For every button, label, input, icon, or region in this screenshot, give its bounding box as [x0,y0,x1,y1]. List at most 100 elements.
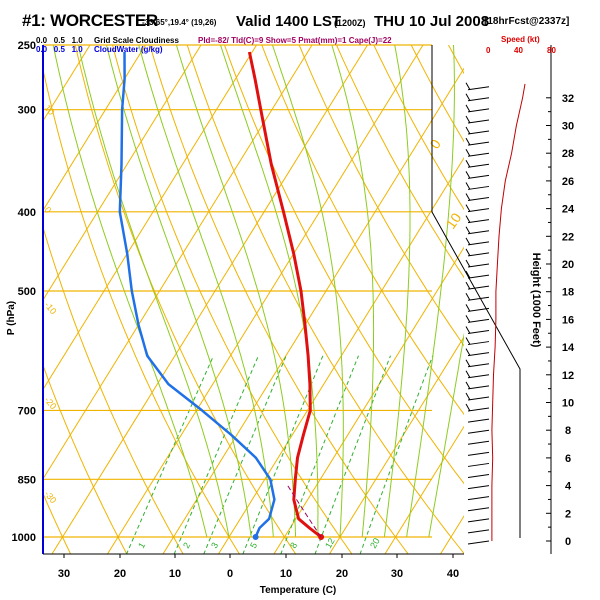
speed-tick-40: 40 [514,46,523,55]
wind-barb [467,540,490,545]
wind-barb [465,193,490,202]
wind-barb [467,485,490,490]
temperature-tick-label: 30 [58,568,70,580]
plot-frame-right [431,45,521,538]
mixing-ratio-label: 3 [209,541,220,550]
height-tick-label: 20 [562,259,574,271]
moist-adiabats [52,45,464,538]
dry-adiabat-line [43,67,241,554]
wind-barb [465,226,490,235]
dry-adiabat-line [111,45,353,554]
temperature-tick-label: 0 [227,568,233,580]
dry-adiabat-line [515,31,600,555]
utc-time: (1200Z) [334,18,366,28]
height-tick-label: 18 [562,287,574,299]
isotherms [43,31,600,555]
dry-adiabat-line [43,364,128,554]
cloudwater-label: CloudWater (g/kg) [94,45,163,54]
height-tick-label: 8 [565,425,571,437]
temperature-tick-label: 30 [391,568,403,580]
isotherm-label: 10 [442,210,464,232]
wind-barb [465,326,490,334]
dry-adiabat-label: -20 [42,395,58,411]
parcel-path [285,483,322,538]
height-tick-label: 26 [562,176,574,188]
moist-adiabat-line [105,45,252,538]
speed-label: Speed (kt) [501,35,540,44]
isotherm-line [43,45,202,301]
wind-panel [465,82,526,545]
moist-adiabat-line [52,45,208,538]
wind-barb [465,381,490,390]
valid-time: Valid 1400 LST [236,13,342,30]
cloud-label: Grid Scale Cloudiness [94,36,179,45]
mixing-ratio-line [359,355,434,554]
wind-barb [465,215,490,224]
temperature-profile [247,51,323,539]
wind-barb [465,359,490,368]
speed-tick-80: 80 [547,46,556,55]
pressure-tick-label: 700 [18,405,36,417]
wind-barb [465,82,490,91]
wind-barb [465,115,490,124]
cloud-scale: 0.0 0.5 1.0 [36,36,83,45]
height-tick-label: 14 [562,342,575,354]
site-coords: -33.65°,19.4° (19,26) [142,18,217,27]
cloudwater-scale: 0.0 0.5 1.0 [36,45,83,54]
wind-barb [465,403,490,412]
mixing-ratio-line [125,355,214,554]
header: #1: WORCESTER [22,11,158,31]
wind-barb [465,337,490,346]
height-tick-label: 4 [565,481,572,493]
height-tick-label: 28 [562,148,574,160]
height-tick-label: 2 [565,508,571,520]
temperature-tick-label: 20 [336,568,348,580]
moist-adiabat-line [383,45,411,538]
temperature-tick-label: 10 [280,568,292,580]
mixing-ratio-label: 8 [288,541,299,550]
dry-adiabat-line [149,45,409,554]
wind-barb [465,104,490,113]
stability-indices: Pld=-82/ Tld(C)=9 Show=5 Pmat(mm)=1 Cape… [198,36,392,45]
wind-barb [465,126,490,135]
height-tick-label: 16 [562,314,574,326]
height-tick-label: 24 [562,204,575,216]
wind-barb [467,440,490,445]
wind-barb [467,507,490,512]
isotherm-line [43,45,258,391]
mixing-ratio-label: 1 [136,541,147,550]
wind-speed-profile [491,83,526,541]
isotherm-line [496,31,600,555]
temperature-tick-label: 40 [447,568,459,580]
wind-barb [465,270,490,279]
moist-adiabat-line [428,332,464,538]
wind-barb [467,474,490,479]
wind-barb [465,93,490,102]
pressure-tick-label: 850 [18,474,36,486]
dry-adiabat-line [335,45,464,279]
wind-barb [465,182,490,190]
sounding-profiles [118,51,325,540]
mixing-ratio-line [203,355,287,554]
pressure-tick-label: 1000 [12,532,36,544]
temperature-profile-surface-marker [318,534,325,540]
dry-adiabat-line [298,45,464,347]
dewpoint-profile [118,51,276,538]
wind-barb [465,304,490,312]
wind-barb [465,171,490,179]
isotherm-line [43,45,313,480]
mixing-ratio-line [173,355,259,554]
isotherm-line [43,45,147,212]
wind-barb [465,370,490,379]
height-tick-label: 6 [565,453,571,465]
wind-barb [467,496,490,501]
dry-adiabat-line [589,31,600,555]
moist-adiabat-line [406,45,455,538]
wind-barb [465,237,490,246]
wind-barb [465,148,490,157]
pressure-tick-label: 400 [18,207,36,219]
y-axis-title: P (hPa) [6,301,17,335]
wind-barb [465,315,490,323]
